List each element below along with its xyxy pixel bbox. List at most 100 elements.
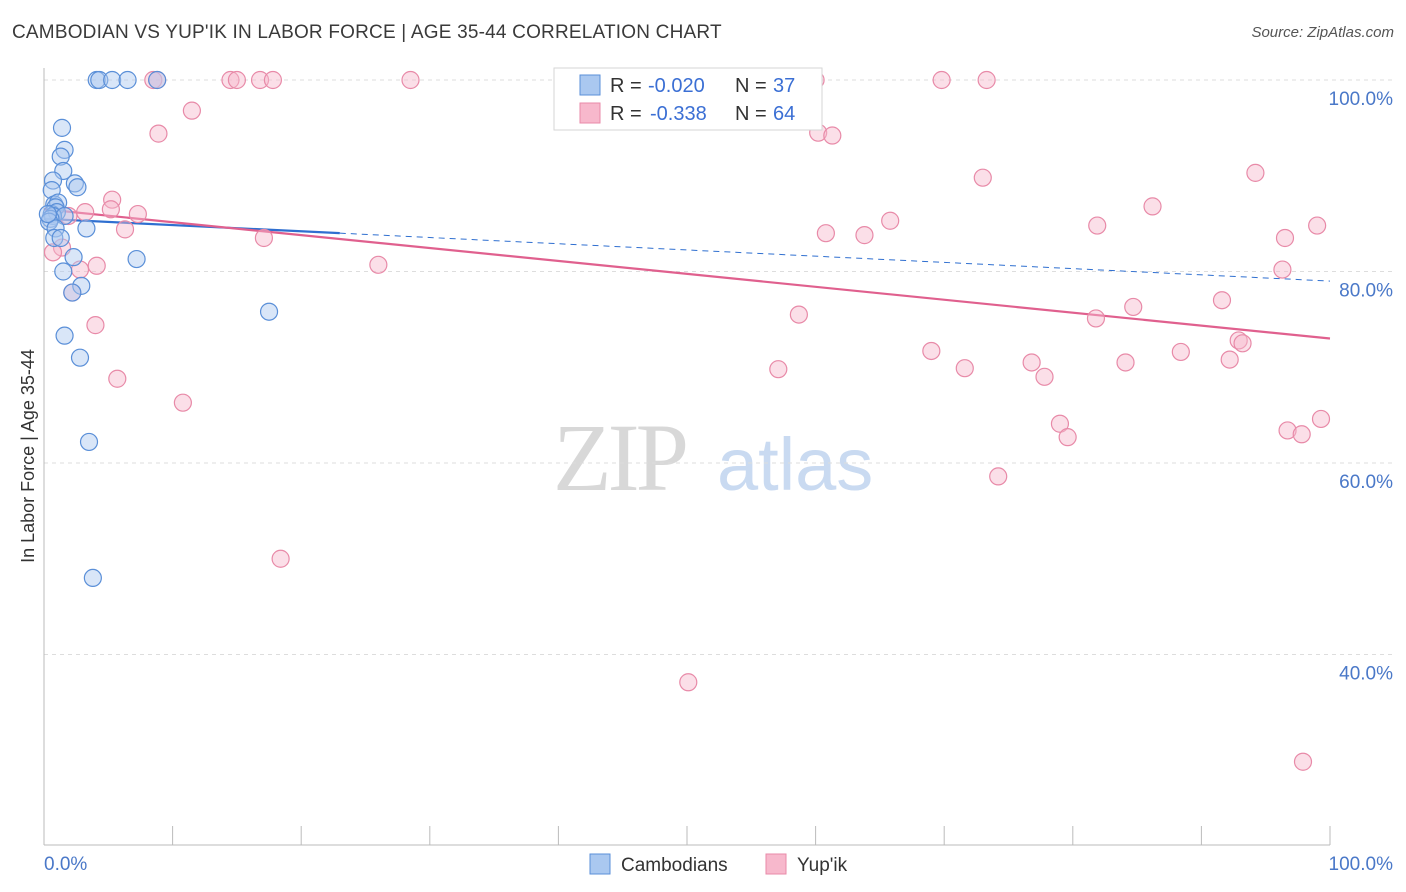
legend-r-label-1: R =	[610, 75, 642, 97]
point-yupik-27	[855, 226, 874, 245]
series-legend: Cambodians Yup'ik	[589, 853, 848, 876]
watermark-atlas: atlas	[717, 423, 873, 506]
point-yupik-10	[977, 70, 996, 90]
point-yupik-34	[369, 255, 388, 274]
point-yupik-3	[227, 70, 246, 90]
point-cambodians-31	[259, 302, 279, 321]
point-yupik-53	[108, 369, 127, 388]
point-yupik-38	[1212, 291, 1232, 310]
trend-line-cambodians-extension	[339, 232, 1331, 282]
point-yupik-54	[173, 393, 192, 412]
point-yupik-18	[101, 200, 120, 219]
point-yupik-23	[881, 211, 900, 230]
point-cambodians-25	[51, 228, 70, 248]
point-yupik-61	[271, 549, 290, 568]
point-yupik-0	[144, 70, 163, 90]
point-yupik-25	[115, 220, 135, 239]
point-yupik-20	[128, 204, 147, 224]
point-cambodians-23	[46, 219, 65, 238]
point-cambodians-22	[77, 219, 96, 238]
point-cambodians-26	[64, 248, 83, 267]
point-yupik-15	[973, 168, 992, 187]
axes	[43, 68, 1331, 846]
point-yupik-33	[87, 256, 106, 275]
point-yupik-49	[769, 360, 788, 379]
trend-line-cambodians	[43, 217, 340, 235]
legend-n-value-2: 64	[773, 103, 795, 125]
point-yupik-44	[922, 341, 941, 361]
point-yupik-52	[1116, 353, 1135, 372]
point-cambodians-27	[127, 249, 146, 269]
legend-swatch-yupik	[579, 102, 601, 124]
point-cambodians-36	[38, 204, 57, 224]
point-cambodians-1	[90, 70, 109, 90]
trend-lines	[43, 208, 1331, 340]
point-yupik-35	[1273, 260, 1292, 279]
point-yupik-9	[932, 70, 951, 90]
watermark-zip: ZIP	[553, 404, 686, 511]
point-cambodians-3	[118, 70, 137, 90]
point-yupik-58	[1292, 425, 1311, 444]
y-tick-label-60: 60.0%	[1339, 472, 1393, 493]
point-yupik-6	[401, 70, 420, 90]
point-yupik-46	[1171, 342, 1190, 362]
point-cambodians-32	[55, 326, 74, 345]
bottom-legend-swatch-yupik	[765, 853, 787, 875]
point-yupik-30	[1308, 216, 1327, 235]
point-yupik-55	[1050, 414, 1070, 433]
point-yupik-47	[1022, 353, 1041, 372]
chart-title: CAMBODIAN VS YUP'IK IN LABOR FORCE | AGE…	[12, 22, 722, 43]
point-cambodians-30	[63, 283, 82, 302]
correlation-legend: R = -0.020 N = 37 R = -0.338 N = 64	[553, 67, 823, 131]
point-yupik-22	[1143, 197, 1162, 216]
point-yupik-45	[1220, 350, 1239, 369]
point-cambodians-33	[70, 348, 90, 367]
point-yupik-50	[955, 359, 974, 378]
legend-n-label-2: N =	[735, 103, 767, 125]
point-yupik-32	[43, 243, 63, 262]
point-yupik-62	[679, 673, 698, 692]
point-cambodians-21	[40, 212, 59, 231]
point-cambodians-34	[79, 432, 99, 452]
point-yupik-11	[182, 101, 201, 120]
point-cambodians-7	[51, 147, 70, 166]
y-tick-label-80: 80.0%	[1339, 281, 1393, 302]
legend-n-value-1: 37	[773, 75, 795, 97]
bottom-legend-swatch-cambodians	[589, 853, 611, 875]
point-yupik-4	[250, 70, 270, 90]
point-yupik-5	[263, 70, 283, 90]
bottom-legend-yupik: Yup'ik	[797, 855, 848, 876]
legend-r-label-2: R =	[610, 103, 642, 125]
x-tick-label-min: 0.0%	[44, 854, 87, 875]
point-yupik-24	[1088, 216, 1107, 235]
point-yupik-29	[1275, 228, 1295, 248]
legend-n-label-1: N =	[735, 75, 767, 97]
point-yupik-59	[1311, 409, 1331, 429]
point-yupik-63	[1293, 752, 1313, 771]
grid-lines	[44, 79, 1393, 655]
point-yupik-19	[76, 203, 95, 222]
point-cambodians-11	[68, 178, 87, 197]
point-cambodians-5	[52, 118, 72, 137]
point-yupik-28	[254, 228, 274, 248]
y-axis-label: In Labor Force | Age 35-44	[18, 349, 38, 563]
point-cambodians-29	[72, 276, 91, 295]
point-yupik-48	[1233, 334, 1252, 353]
point-yupik-12	[149, 124, 168, 143]
point-yupik-56	[1058, 428, 1077, 447]
point-yupik-42	[86, 316, 105, 335]
data-points	[38, 70, 1331, 771]
y-tick-label-100: 100.0%	[1329, 89, 1394, 110]
source-label: Source: ZipAtlas.com	[1251, 24, 1394, 41]
point-yupik-39	[1124, 297, 1143, 317]
legend-r-value-2: -0.338	[650, 103, 707, 125]
point-yupik-16	[1246, 163, 1265, 182]
point-yupik-17	[103, 190, 122, 209]
legend-r-value-1: -0.020	[648, 75, 705, 97]
x-tick-label-max: 100.0%	[1329, 854, 1394, 875]
point-yupik-51	[1035, 367, 1054, 386]
point-yupik-2	[221, 70, 240, 90]
point-yupik-14	[823, 126, 842, 145]
point-cambodians-4	[148, 70, 167, 90]
point-yupik-57	[1278, 421, 1297, 440]
